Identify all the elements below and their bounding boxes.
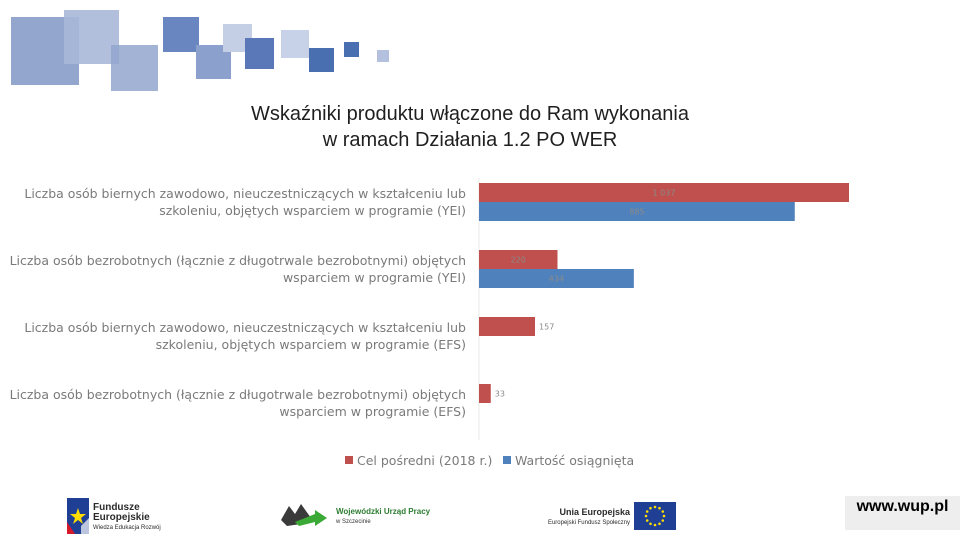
legend-entry: Cel pośredni (2018 r.) bbox=[357, 453, 492, 468]
bar-chart: Liczba osób biernych zawodowo, nieuczest… bbox=[10, 178, 849, 468]
category-label-line: Liczba osób bezrobotnych (łącznie z dług… bbox=[10, 387, 466, 402]
eu-star bbox=[649, 522, 652, 526]
category-label: Liczba osób bezrobotnych (łącznie z dług… bbox=[10, 387, 466, 419]
wup-emblem bbox=[281, 504, 327, 526]
wup-logo-line-2: w Szczecinie bbox=[336, 519, 371, 525]
data-label: 157 bbox=[539, 323, 554, 332]
website-url: www.wup.pl bbox=[856, 498, 949, 515]
ue-logo-line-2: Europejski Fundusz Społeczny bbox=[547, 520, 630, 526]
bar-achieved bbox=[479, 269, 634, 288]
eu-stars bbox=[644, 505, 666, 527]
category-label-line: szkoleniu, objętych wsparciem w programi… bbox=[159, 203, 466, 218]
bar-target bbox=[479, 317, 536, 336]
category-label-line: wsparciem w programie (YEI) bbox=[283, 270, 466, 285]
decorative-square bbox=[111, 45, 158, 91]
chart-title: Wskaźniki produktu włączone do Ram wykon… bbox=[170, 101, 770, 153]
category-label-line: Liczba osób biernych zawodowo, nieuczest… bbox=[24, 186, 466, 201]
legend: Cel pośredni (2018 r.) Wartość osiągnięta bbox=[345, 453, 634, 468]
eu-star bbox=[658, 522, 661, 526]
category-labels: Liczba osób biernych zawodowo, nieuczest… bbox=[10, 186, 466, 419]
decorative-square bbox=[344, 42, 359, 57]
eu-star bbox=[653, 523, 657, 527]
unia-europejska-logo: Unia Europejska Europejski Fundusz Społe… bbox=[538, 501, 678, 531]
eu-flag-icon bbox=[634, 502, 676, 530]
eu-star bbox=[649, 506, 652, 510]
eu-star bbox=[661, 510, 665, 513]
wup-logo: Wojewódzki Urząd Pracy w Szczecinie bbox=[281, 500, 431, 530]
url-background bbox=[845, 496, 960, 530]
decorative-square bbox=[245, 38, 274, 69]
category-label-line: wsparciem w programie (EFS) bbox=[279, 404, 466, 419]
data-label: 1 037 bbox=[653, 189, 676, 198]
fe-logo-line-3: Wiedza Edukacja Rozwój bbox=[93, 525, 161, 531]
bar-target bbox=[479, 183, 849, 202]
bar-target bbox=[479, 384, 491, 403]
eu-star bbox=[661, 519, 665, 522]
data-label: 220 bbox=[511, 256, 526, 265]
fundusze-europejskie-emblem bbox=[67, 498, 89, 534]
category-label-line: Liczba osób bezrobotnych (łącznie z dług… bbox=[10, 253, 466, 268]
ue-logo-line-1: Unia Europejska bbox=[559, 507, 630, 517]
fe-logo-line-1: Fundusze bbox=[93, 502, 140, 513]
bars bbox=[479, 183, 849, 403]
data-label: 885 bbox=[629, 208, 644, 217]
eu-star bbox=[645, 510, 649, 513]
legend-swatch bbox=[503, 456, 511, 464]
legend-swatch bbox=[345, 456, 353, 464]
chart-title-line-1: Wskaźniki produktu włączone do Ram wykon… bbox=[251, 103, 689, 125]
category-label: Liczba osób biernych zawodowo, nieuczest… bbox=[24, 320, 466, 352]
data-label: 434 bbox=[549, 275, 564, 284]
eu-star bbox=[653, 505, 657, 509]
wup-logo-line-1: Wojewódzki Urząd Pracy bbox=[336, 507, 431, 516]
eu-star bbox=[658, 506, 661, 510]
category-label: Liczba osób bezrobotnych (łącznie z dług… bbox=[10, 253, 466, 285]
data-label: 33 bbox=[495, 390, 505, 399]
category-label-line: Liczba osób biernych zawodowo, nieuczest… bbox=[24, 320, 466, 335]
bar-achieved bbox=[479, 202, 795, 221]
eu-star bbox=[662, 514, 666, 518]
data-labels: 1 037 885 220 434 157 33 bbox=[495, 189, 676, 399]
decorative-square bbox=[309, 48, 334, 72]
decorative-square bbox=[281, 30, 309, 58]
legend-entry: Wartość osiągnięta bbox=[515, 453, 634, 468]
decorative-square bbox=[377, 50, 389, 62]
decorative-square bbox=[64, 10, 119, 64]
category-label: Liczba osób biernych zawodowo, nieuczest… bbox=[24, 186, 466, 218]
fundusze-europejskie-logo: Fundusze Europejskie Wiedza Edukacja Roz… bbox=[67, 496, 177, 536]
fe-logo-line-2: Europejskie bbox=[93, 512, 150, 523]
chart-title-line-2: w ramach Działania 1.2 PO WER bbox=[322, 129, 618, 151]
eu-star bbox=[644, 514, 648, 518]
category-label-line: szkoleniu, objętych wsparciem w programi… bbox=[156, 337, 466, 352]
decorative-square bbox=[163, 17, 199, 52]
bar-target bbox=[479, 250, 558, 269]
eu-star bbox=[645, 519, 649, 522]
